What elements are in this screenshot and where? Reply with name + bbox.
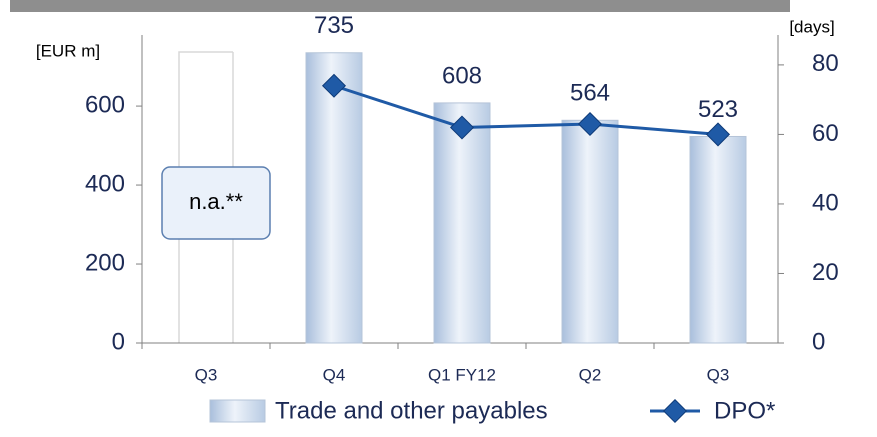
value-label: 523	[698, 96, 738, 123]
marker	[705, 122, 731, 147]
legend-swatch	[209, 399, 266, 423]
header-bar	[10, 0, 790, 12]
y2-axis-label: [days]	[789, 17, 834, 36]
y2-tick-label: 60	[812, 120, 839, 147]
x-tick-label: Q1 FY12	[428, 365, 496, 384]
y-tick-label: 600	[85, 91, 125, 118]
y2-tick-label: 40	[812, 189, 839, 216]
annotation: n.a.**	[189, 189, 243, 214]
bar	[433, 102, 491, 344]
line	[333, 84, 719, 136]
y2-tick-label: 0	[812, 328, 825, 355]
bar	[561, 119, 619, 344]
y-tick-label: 400	[85, 170, 125, 197]
annotation-box	[161, 166, 271, 240]
x-tick-label: Q3	[195, 365, 218, 384]
y-tick-label: 0	[112, 328, 125, 355]
legend-label: Trade and other payables	[275, 397, 548, 424]
value-label: 608	[442, 62, 482, 89]
marker	[577, 111, 603, 137]
y-tick-label: 200	[85, 249, 125, 276]
bar	[689, 135, 747, 344]
bar	[305, 52, 363, 344]
plot: 0 200 400 600 0 20 40 60 80 Q3 Q4 Q1 FY12 Q2 Q3 735 608…	[85, 12, 839, 384]
y2-tick-label: 20	[812, 259, 839, 286]
value-label: 564	[570, 80, 610, 107]
marker	[449, 115, 475, 140]
legend-marker	[662, 398, 688, 424]
x-tick-label: Q4	[323, 365, 346, 384]
y-axis-label: [EUR m]	[36, 41, 100, 60]
y2-tick-label: 80	[812, 50, 839, 77]
marker	[321, 73, 347, 98]
value-label: 735	[314, 12, 354, 39]
legend-label: DPO*	[714, 397, 775, 424]
x-tick-label: Q3	[707, 365, 730, 384]
x-tick-label: Q2	[579, 365, 602, 384]
